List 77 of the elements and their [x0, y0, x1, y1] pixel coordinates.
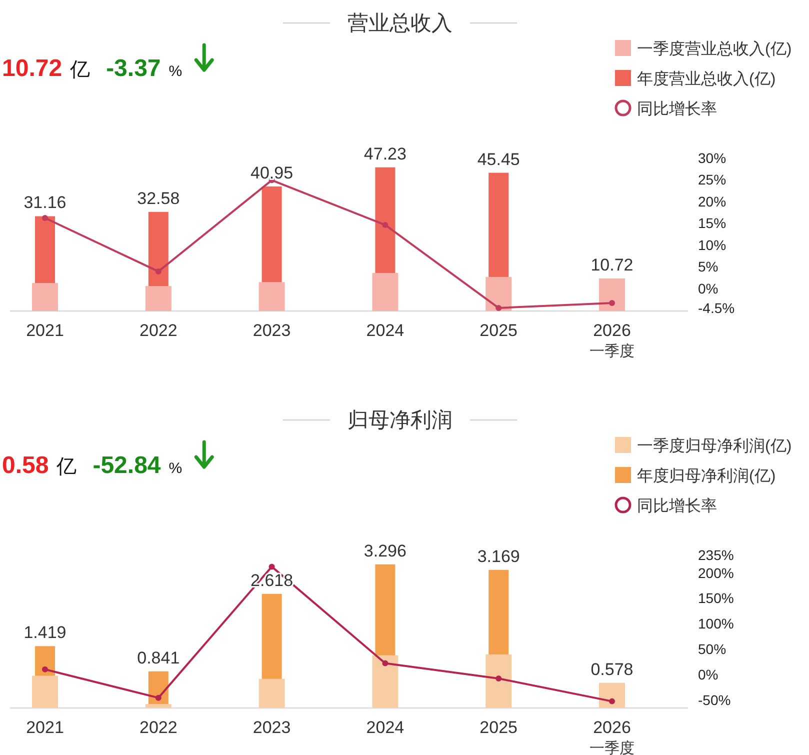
legend-label: 一季度营业总收入(亿)	[637, 40, 792, 58]
legend-label: 年度归母净利润(亿)	[637, 467, 776, 485]
bar	[145, 704, 172, 708]
text: 10.72	[2, 55, 62, 82]
chart-title: 归母净利润	[348, 409, 452, 432]
legend-label: 同比增长率	[637, 497, 717, 515]
point	[42, 214, 48, 221]
bar	[32, 676, 58, 708]
point	[268, 564, 275, 570]
point	[155, 268, 162, 274]
bar	[145, 286, 172, 311]
point	[382, 222, 388, 228]
bar	[258, 282, 285, 311]
point	[609, 698, 615, 704]
data-label: 40.95	[250, 163, 294, 182]
text: -3.37	[106, 55, 161, 82]
y2-tick-label: 15%	[698, 215, 726, 232]
bar	[372, 272, 398, 311]
x-tick-label: 2022	[139, 718, 178, 737]
x-tick-label: 2024	[366, 718, 404, 737]
x-tick-label: 2023	[252, 718, 291, 737]
legend-label: 一季度归母净利润(亿)	[637, 437, 792, 455]
bar	[32, 283, 58, 311]
bar	[372, 655, 398, 708]
text: %	[168, 63, 182, 80]
x-tick-label: 2026 一季度	[590, 718, 634, 755]
bar	[258, 678, 285, 708]
y2-tick-label: 5%	[698, 258, 718, 275]
bar	[599, 682, 625, 708]
point	[496, 676, 502, 682]
point	[42, 666, 48, 672]
y2-tick-label: 20%	[698, 193, 726, 210]
legend-label: 年度营业总收入(亿)	[637, 70, 776, 88]
legend-label: 同比增长率	[637, 100, 717, 118]
y2-tick-label: 30%	[698, 150, 726, 166]
data-label: 1.419	[24, 623, 66, 642]
text: 亿	[69, 59, 90, 81]
y2-tick-label: 0%	[698, 666, 718, 682]
x-tick-label: 2025	[480, 321, 518, 340]
y2-tick-label: 0%	[698, 280, 718, 296]
point	[496, 304, 502, 311]
x-tick-label: 2023	[252, 321, 291, 340]
point	[382, 660, 388, 666]
text: -52.84	[92, 452, 162, 479]
y2-tick-label: 235%	[698, 547, 734, 563]
text: 亿	[56, 456, 77, 478]
data-label: 47.23	[364, 144, 406, 164]
data-label: 45.45	[477, 150, 520, 169]
y2-tick-label: -50%	[698, 692, 731, 708]
y2-tick-label: 150%	[698, 590, 734, 606]
y2-tick-label: 50%	[698, 641, 726, 658]
bar	[486, 654, 512, 708]
data-label: 31.16	[24, 193, 66, 212]
x-tick-label: 2024	[366, 321, 404, 340]
y2-tick-label: 10%	[698, 236, 726, 253]
bar	[486, 276, 512, 311]
chart-title: 营业总收入	[348, 12, 452, 35]
x-tick-label: 2025	[480, 718, 518, 737]
data-label: 10.72	[590, 255, 634, 274]
x-tick-label: 2022	[139, 321, 178, 340]
text: 0.58	[2, 452, 49, 479]
y2-tick-label: 200%	[698, 564, 734, 581]
y2-tick-label: 25%	[698, 172, 726, 188]
point	[155, 694, 162, 701]
point	[609, 300, 615, 306]
data-label: 0.578	[590, 660, 634, 679]
y2-tick-label: -4.5%	[698, 300, 735, 316]
x-tick-label: 2021	[26, 321, 64, 340]
data-label: 32.58	[137, 188, 180, 208]
data-label: 3.169	[477, 546, 520, 566]
data-label: 0.841	[137, 648, 180, 668]
x-tick-label: 2021	[26, 718, 64, 737]
text: %	[168, 460, 182, 477]
data-label: 3.296	[364, 541, 406, 560]
x-tick-label: 2026 一季度	[590, 321, 634, 360]
bar	[599, 278, 625, 311]
y2-tick-label: 100%	[698, 616, 734, 632]
